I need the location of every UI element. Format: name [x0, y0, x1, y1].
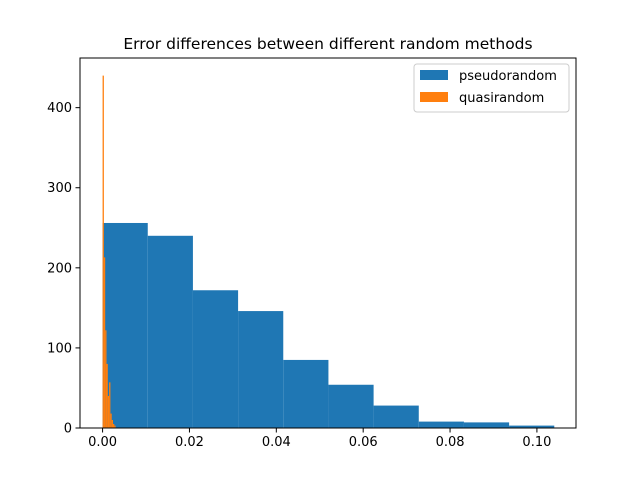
legend-label-pseudorandom: pseudorandom [459, 69, 557, 84]
bar-quasirandom-9 [114, 425, 116, 428]
bar-quasirandom-8 [113, 423, 115, 428]
bar-pseudorandom-1 [147, 235, 193, 428]
bar-quasirandom-7 [111, 419, 114, 428]
y-tick-label-0: 0 [64, 422, 72, 437]
bar-quasirandom-3 [106, 363, 108, 428]
x-tick-label-4: 0.08 [436, 435, 465, 450]
plot-frame [79, 57, 577, 429]
x-tick-label-2: 0.04 [262, 435, 291, 450]
x-tick-label-3: 0.06 [349, 435, 378, 450]
y-tick-label-2: 200 [47, 261, 72, 276]
x-tick-label-5: 0.10 [522, 435, 551, 450]
bar-quasirandom-4 [107, 395, 110, 428]
legend: pseudorandom quasirandom [413, 63, 570, 113]
x-tick-label-0: 0.00 [88, 435, 117, 450]
bar-pseudorandom-3 [238, 311, 284, 428]
x-axis: 0.00 0.02 0.04 0.06 0.08 0.10 [88, 428, 551, 450]
legend-swatch-pseudorandom [420, 70, 448, 80]
y-tick-label-1: 100 [47, 341, 72, 356]
bar-pseudorandom-2 [192, 290, 239, 428]
legend-swatch-quasirandom [420, 92, 448, 102]
bar-pseudorandom-6 [373, 405, 419, 428]
y-axis: 0 100 200 300 400 [47, 101, 80, 437]
bar-pseudorandom-7 [418, 421, 464, 428]
legend-frame [413, 63, 570, 113]
x-tick-label-1: 0.02 [175, 435, 204, 450]
bar-quasirandom-0 [102, 75, 104, 428]
bar-quasirandom-5 [109, 382, 111, 428]
y-tick-label-4: 400 [47, 101, 72, 116]
bar-pseudorandom-9 [509, 425, 555, 428]
bar-pseudorandom-8 [463, 422, 510, 428]
legend-label-quasirandom: quasirandom [459, 91, 544, 106]
bar-pseudorandom-4 [283, 359, 329, 428]
bar-quasirandom-1 [103, 257, 106, 428]
bars-layer [102, 75, 555, 428]
y-tick-label-3: 300 [47, 181, 72, 196]
bar-quasirandom-2 [105, 330, 107, 428]
bar-quasirandom-6 [110, 413, 112, 428]
chart-title: Error differences between different rand… [123, 35, 532, 53]
bar-pseudorandom-5 [328, 384, 374, 428]
